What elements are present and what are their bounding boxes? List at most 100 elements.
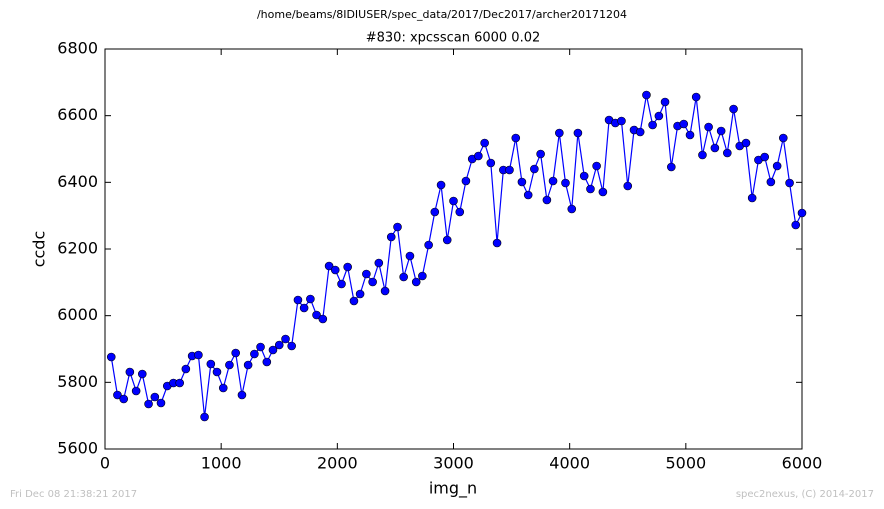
- data-point: [312, 310, 321, 320]
- data-point: [399, 272, 408, 282]
- data-point: [505, 165, 514, 175]
- data-point: [785, 178, 794, 188]
- data-point: [150, 392, 160, 402]
- data-point: [555, 128, 564, 138]
- data-point: [685, 130, 695, 140]
- data-point: [225, 360, 234, 370]
- data-point: [660, 97, 670, 107]
- x-axis-label: img_n: [429, 479, 477, 499]
- data-point: [405, 251, 415, 261]
- data-point: [791, 220, 801, 230]
- data-point: [778, 133, 788, 143]
- data-point: [772, 161, 782, 171]
- data-point: [704, 122, 713, 132]
- data-point: [598, 187, 608, 197]
- chart-subtitle: #830: xpcsscan 6000 0.02: [366, 31, 541, 46]
- data-point: [237, 390, 247, 400]
- data-point: [393, 222, 402, 232]
- data-point: [262, 357, 272, 367]
- data-point: [455, 207, 465, 217]
- y-tick-label: 6400: [57, 172, 98, 191]
- data-point: [299, 303, 309, 313]
- y-tick-label: 5800: [57, 372, 98, 391]
- x-tick-label: 2000: [317, 454, 358, 473]
- data-point: [766, 177, 776, 187]
- data-point: [592, 161, 601, 171]
- data-point: [523, 190, 533, 200]
- data-point: [156, 398, 166, 408]
- y-axis-label: ccdc: [30, 231, 49, 268]
- data-point: [517, 177, 527, 187]
- data-point: [411, 277, 421, 287]
- data-point: [436, 180, 446, 190]
- data-point: [747, 193, 757, 203]
- series-line: [110, 94, 803, 418]
- data-point: [492, 238, 502, 248]
- data-point: [579, 171, 589, 181]
- data-point: [324, 261, 334, 271]
- y-tick-label: 6800: [57, 39, 98, 58]
- data-point: [548, 176, 558, 186]
- data-point: [212, 367, 222, 377]
- data-point: [430, 207, 440, 217]
- data-point: [268, 345, 278, 355]
- data-point: [337, 279, 346, 289]
- data-point: [511, 133, 521, 143]
- data-point: [449, 196, 458, 206]
- data-point: [386, 232, 396, 242]
- data-point: [318, 314, 328, 324]
- data-point: [698, 150, 707, 160]
- data-point: [374, 258, 384, 268]
- data-point: [586, 184, 595, 194]
- data-point: [654, 111, 664, 121]
- data-point: [343, 262, 352, 272]
- footer-left: Fri Dec 08 21:38:21 2017: [10, 489, 137, 500]
- y-tick-label: 6000: [57, 305, 98, 324]
- data-point: [691, 92, 701, 102]
- data-point: [349, 296, 359, 306]
- data-point: [536, 149, 545, 159]
- data-point: [710, 143, 720, 153]
- y-tick-label: 6200: [57, 239, 98, 258]
- data-point: [380, 286, 390, 296]
- data-point: [256, 342, 265, 352]
- data-point: [617, 116, 626, 126]
- data-point: [131, 386, 141, 396]
- data-point: [306, 294, 315, 304]
- data-point: [218, 383, 228, 393]
- data-point: [642, 90, 651, 100]
- data-point: [530, 164, 539, 174]
- x-tick-label: 0: [100, 454, 110, 473]
- data-point: [723, 148, 732, 158]
- x-tick-label: 5000: [665, 454, 706, 473]
- data-point: [716, 126, 726, 136]
- data-point: [200, 412, 209, 422]
- data-point: [287, 341, 296, 351]
- x-tick-label: 4000: [549, 454, 590, 473]
- data-point: [667, 162, 676, 172]
- data-point: [486, 158, 496, 168]
- data-point: [474, 151, 483, 161]
- data-point: [330, 265, 340, 275]
- data-point: [355, 289, 365, 299]
- data-point: [368, 277, 377, 287]
- data-point: [293, 295, 303, 305]
- data-point: [741, 138, 751, 148]
- data-point: [181, 364, 191, 374]
- data-point: [424, 240, 433, 250]
- data-point: [461, 176, 471, 186]
- data-point: [243, 360, 253, 370]
- data-point: [206, 359, 216, 369]
- data-point: [274, 340, 284, 350]
- data-point: [231, 348, 240, 358]
- data-point: [137, 369, 147, 379]
- data-point: [797, 208, 807, 218]
- data-point: [635, 127, 645, 137]
- data-point: [194, 350, 203, 360]
- data-point: [760, 152, 770, 162]
- data-point: [648, 120, 657, 130]
- x-tick-label: 3000: [433, 454, 474, 473]
- data-point: [573, 128, 583, 138]
- y-tick-label: 6600: [57, 105, 98, 124]
